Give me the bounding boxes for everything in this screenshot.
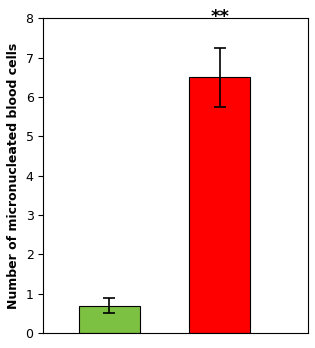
- Bar: [189, 77, 250, 333]
- Bar: [79, 306, 140, 333]
- Y-axis label: Number of micronucleated blood cells: Number of micronucleated blood cells: [7, 42, 20, 309]
- Text: **: **: [210, 8, 229, 26]
